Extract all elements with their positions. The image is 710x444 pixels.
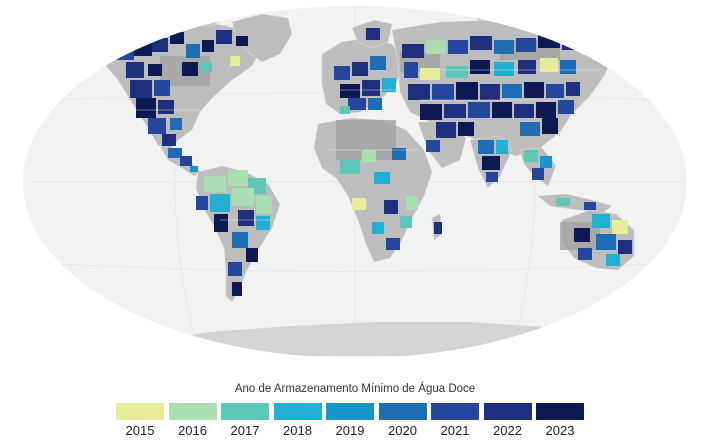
legend-label: 2020 xyxy=(388,423,417,438)
legend-item-2017: 2017 xyxy=(221,403,269,439)
legend-item-2020: 2020 xyxy=(378,403,427,439)
legend-label: 2023 xyxy=(545,423,575,438)
legend-item-2022: 2022 xyxy=(483,403,532,439)
legend-label: 2015 xyxy=(125,423,155,438)
legend-label: 2019 xyxy=(335,423,365,438)
new-zealand xyxy=(649,257,663,283)
legend-label: 2016 xyxy=(178,423,207,438)
legend-item-2015: 2015 xyxy=(116,403,164,439)
legend-swatch xyxy=(326,403,374,420)
country-borders xyxy=(130,69,600,221)
legend-swatch xyxy=(273,403,322,420)
legend-title: Ano de Armazenamento Mínimo de Água Doce xyxy=(234,383,476,395)
legend-swatch xyxy=(483,403,532,420)
legend-swatch xyxy=(221,403,269,420)
legend-swatch xyxy=(116,403,164,420)
legend-swatch xyxy=(168,403,217,420)
legend-label: 2017 xyxy=(230,423,260,438)
legend-item-2016: 2016 xyxy=(168,403,217,439)
legend-label: 2018 xyxy=(283,423,312,438)
legend-swatch xyxy=(431,403,479,420)
legend-swatch xyxy=(378,403,427,420)
legend-swatch xyxy=(536,403,584,420)
legend-item-2019: 2019 xyxy=(326,403,374,439)
legend-item-2018: 2018 xyxy=(273,403,322,439)
legend-label: 2022 xyxy=(493,423,522,438)
legend: 2015 2016 2017 2018 2019 2020 2021 2022 … xyxy=(116,403,586,439)
legend-item-2021: 2021 xyxy=(431,403,479,439)
legend-label: 2021 xyxy=(440,423,470,438)
world-map xyxy=(23,6,687,358)
legend-item-2023: 2023 xyxy=(536,403,584,439)
